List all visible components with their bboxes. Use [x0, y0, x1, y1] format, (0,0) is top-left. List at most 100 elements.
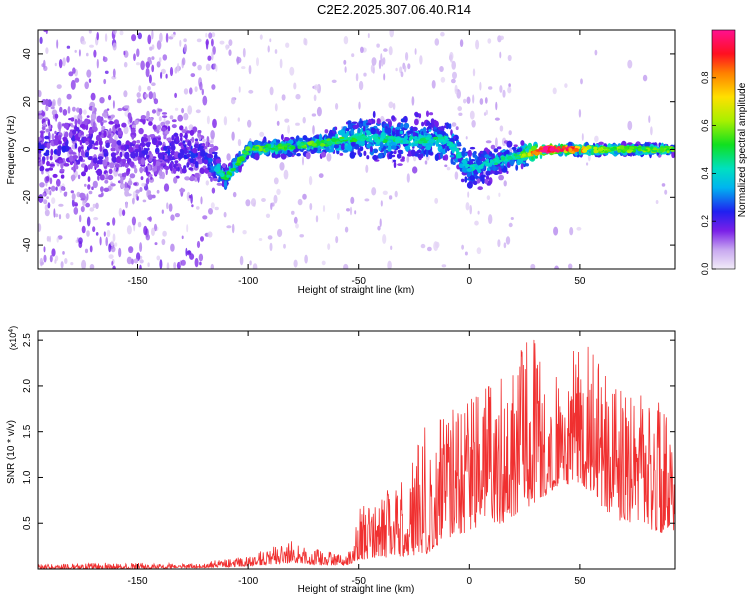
spectrogram-speckle	[434, 197, 439, 204]
spectrogram-cell	[59, 106, 63, 113]
spectrogram-cell	[490, 144, 496, 150]
spectrogram-cell	[57, 145, 63, 151]
spectrogram-speckle	[46, 235, 50, 242]
spectrogram-speckle	[114, 134, 118, 142]
spectrogram-cell	[207, 163, 210, 167]
spectrogram-speckle	[439, 66, 444, 72]
spectrogram-speckle	[153, 223, 158, 232]
spectrogram-cell	[496, 146, 502, 150]
spectrogram-speckle	[112, 233, 116, 242]
spectrogram-speckle	[247, 119, 252, 128]
spectrogram-speckle	[270, 202, 273, 210]
spectrogram-speckle	[92, 226, 96, 233]
spectrogram-speckle	[199, 261, 202, 266]
spectrogram-speckle	[449, 51, 454, 61]
spectrogram-speckle	[304, 254, 308, 264]
spectrogram-speckle	[168, 203, 173, 212]
spectrogram-cell	[124, 163, 129, 168]
spectrogram-speckle	[170, 214, 175, 221]
spectrogram-speckle	[494, 117, 500, 121]
spectrogram-speckle	[331, 79, 337, 84]
spectrogram-cell	[485, 170, 491, 176]
snr-x-tick-label: -50	[351, 576, 366, 587]
spectrogram-speckle	[291, 210, 295, 215]
spectrogram-speckle	[273, 194, 278, 204]
spectrogram-speckle	[457, 106, 463, 112]
colorbar-tick-label: 0.0	[700, 263, 710, 276]
spectrogram-cell	[125, 144, 130, 150]
spectrogram-cell	[78, 132, 81, 138]
spectrogram-speckle	[174, 67, 178, 74]
spectrogram-cell	[190, 152, 196, 159]
spectrogram-cell	[49, 155, 53, 161]
spectrogram-cell	[167, 148, 171, 156]
spectrogram-speckle	[139, 242, 143, 253]
spectrogram-cell	[92, 157, 98, 164]
spectrogram-cell	[77, 118, 81, 125]
spectrogram-cell	[205, 141, 208, 147]
spectrogram-panel: -150 -100 -50 0 50 -40 -20 0 20 40 Height of str…	[6, 29, 676, 296]
spectrogram-speckle	[112, 217, 116, 226]
spectrogram-cell	[52, 173, 58, 178]
spectrogram-ridge-cell	[290, 146, 296, 150]
spectrogram-cell	[96, 115, 102, 123]
spectrogram-speckle	[326, 153, 332, 162]
spectrogram-speckle	[83, 109, 87, 115]
spectrogram-ridge-cell	[218, 170, 224, 174]
spectrogram-ridge-cell	[617, 149, 621, 153]
spectrogram-speckle	[219, 40, 225, 45]
spectrogram-cell	[77, 174, 81, 180]
spectrogram-cell	[79, 123, 86, 129]
spectrogram-speckle	[49, 235, 51, 243]
spectrogram-speckle	[169, 66, 174, 77]
spectrogram-cell	[135, 150, 139, 158]
spectrogram-cell	[42, 122, 47, 128]
spectrogram-cell	[152, 124, 157, 130]
spectrogram-speckle	[200, 236, 204, 242]
spectrogram-speckle	[126, 225, 132, 235]
spectrogram-cell	[302, 135, 308, 141]
spectrogram-cell	[372, 110, 376, 119]
spectrogram-ridge-cell	[543, 145, 550, 150]
spectrogram-ridge-cell	[219, 173, 225, 177]
spectrogram-speckle	[123, 50, 126, 56]
spectrogram-speckle	[228, 39, 233, 46]
spectrogram-cell	[509, 159, 515, 166]
spectrogram-ridge-cell	[331, 138, 337, 142]
spectrogram-speckle	[488, 214, 493, 225]
spectrogram-ridge-cell	[387, 136, 394, 140]
spectrogram-speckle	[166, 202, 169, 210]
spectrogram-ridge-cell	[235, 162, 241, 166]
spectrogram-cell	[63, 163, 70, 167]
spectrogram-cell	[231, 158, 237, 162]
spectrogram-speckle	[89, 44, 94, 48]
spectrogram-cell	[484, 154, 490, 159]
spectrogram-speckle	[43, 30, 48, 33]
spectrogram-speckle	[313, 94, 317, 102]
spectrogram-speckle	[38, 223, 42, 232]
spectrogram-cell	[153, 158, 156, 167]
spectrogram-speckle	[151, 82, 156, 86]
spectrogram-speckle	[507, 86, 512, 94]
spectrogram-cell	[254, 153, 260, 161]
spectrogram-cell	[123, 105, 130, 109]
spectrogram-speckle	[85, 202, 90, 208]
spectrogram-cell	[78, 155, 84, 162]
spectrogram-cell	[73, 160, 77, 167]
spectrogram-speckle	[387, 260, 392, 269]
spectrogram-speckle	[231, 223, 235, 234]
spectrogram-cell	[145, 166, 148, 174]
spectrogram-speckle	[138, 85, 142, 92]
spectrogram-speckle	[379, 218, 382, 227]
spectrogram-cell	[421, 121, 425, 127]
spectrogram-cell	[148, 117, 154, 123]
spectrogram-speckle	[627, 59, 633, 69]
spectrogram-cell	[133, 182, 138, 186]
spectrogram-speckle	[530, 263, 536, 269]
spectrogram-speckle	[502, 89, 506, 98]
spectrogram-speckle	[64, 258, 68, 264]
spectrogram-cell	[496, 171, 500, 174]
spectrogram-speckle	[118, 207, 123, 217]
spectrogram-speckle	[44, 204, 48, 211]
spectrogram-cell	[397, 163, 403, 167]
